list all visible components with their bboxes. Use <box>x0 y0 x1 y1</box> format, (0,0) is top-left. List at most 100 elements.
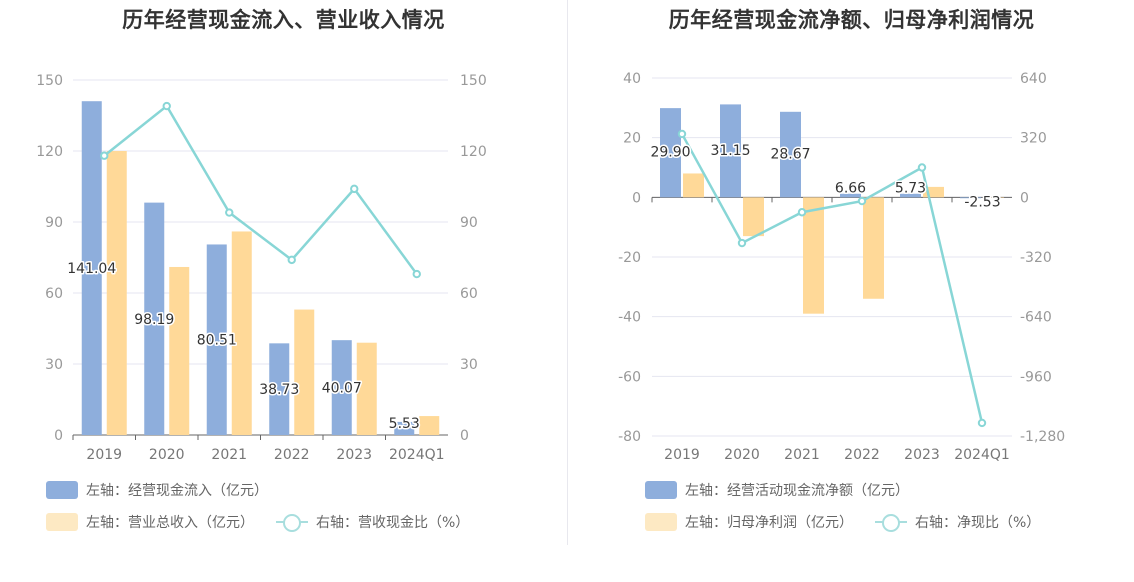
left-axis-tick-label: -40 <box>618 310 641 326</box>
ratio-line-point <box>797 208 807 217</box>
legend-swatch-net-profit[interactable] <box>645 513 677 531</box>
bar-secondary <box>683 173 704 198</box>
ratio-line-point <box>162 101 171 111</box>
category-tick-label: 2022 <box>844 447 880 463</box>
left-axis-tick-label: 40 <box>623 71 641 87</box>
ratio-line-point <box>917 163 927 172</box>
right-axis-tick-label: -1,280 <box>1020 429 1065 445</box>
category-tick-label: 2021 <box>211 447 247 463</box>
bar-data-label: 5.53 <box>389 416 420 432</box>
bar-data-label: 29.90 <box>650 145 690 161</box>
ratio-line-point <box>677 129 687 139</box>
left-chart-title: 历年经营现金流入、营业收入情况 <box>122 8 445 32</box>
right-axis-tick-label: 0 <box>1020 190 1029 206</box>
left-axis-tick-label: -20 <box>618 250 641 266</box>
panel-divider <box>567 0 568 545</box>
legend-label-net-cash-ratio[interactable]: 右轴：净现比（%） <box>915 515 1041 531</box>
legend-swatch-revenue[interactable] <box>46 513 78 531</box>
legend-label-revenue-cash-ratio[interactable]: 右轴：营收现金比（%） <box>316 515 470 531</box>
bar-secondary <box>983 197 1004 198</box>
left-chart-panel: 历年经营现金流入、营业收入情况 0 0 30 30 60 60 90 90 120 120 150 1… <box>36 8 487 533</box>
legend-swatch-cash-inflow[interactable] <box>46 481 78 499</box>
bar-primary <box>780 111 801 198</box>
right-chart-panel: 历年经营现金流净额、归母净利润情况 -80 -1,280 -60 -960 -40 -64… <box>569 0 1134 582</box>
bar-primary <box>840 193 861 198</box>
bar-primary <box>900 193 921 198</box>
right-axis-tick-label: 90 <box>460 215 478 231</box>
bar-primary <box>394 421 415 435</box>
ratio-line-point <box>287 255 296 265</box>
ratio-line-point <box>100 151 109 160</box>
right-chart-title: 历年经营现金流净额、归母净利润情况 <box>668 8 1035 32</box>
right-axis-tick-label: 60 <box>460 286 478 302</box>
bar-primary <box>144 202 165 435</box>
legend-swatch-net-cash-flow[interactable] <box>645 481 677 499</box>
right-axis-tick-label: 30 <box>460 357 478 373</box>
left-axis-tick-label: 20 <box>623 131 641 147</box>
bar-data-label: 80.51 <box>197 333 237 349</box>
bar-data-label: 40.07 <box>322 381 362 397</box>
bar-data-label: 31.15 <box>710 143 750 159</box>
bar-secondary <box>294 309 315 435</box>
left-axis-tick-label: -80 <box>618 429 641 445</box>
legend-line-icon-revenue-cash-ratio[interactable] <box>276 513 308 532</box>
ratio-line-point <box>350 184 359 194</box>
ratio-line-point <box>225 208 234 217</box>
category-tick-label: 2020 <box>149 447 185 463</box>
bar-primary <box>720 104 741 198</box>
right-axis-tick-label: 0 <box>460 428 469 444</box>
bar-primary <box>660 108 681 198</box>
legend-label-net-profit[interactable]: 左轴：归母净利润（亿元） <box>685 515 853 531</box>
right-axis-tick-label: 640 <box>1020 71 1047 87</box>
category-tick-label: 2020 <box>724 447 760 463</box>
bar-primary <box>206 244 227 435</box>
bar-secondary <box>356 342 377 435</box>
right-axis-tick-label: -640 <box>1020 310 1052 326</box>
left-legend-row-2: 左轴：营业总收入（亿元） 右轴：营收现金比（%） <box>46 511 469 533</box>
category-tick-label: 2022 <box>274 447 310 463</box>
left-axis-tick-label: 0 <box>54 428 63 444</box>
bar-data-label: 141.04 <box>67 261 116 277</box>
bar-secondary <box>923 186 944 198</box>
bar-secondary <box>743 197 764 237</box>
bar-secondary <box>419 416 440 435</box>
right-axis-tick-label: 120 <box>460 144 487 160</box>
left-axis-tick-label: 90 <box>45 215 63 231</box>
ratio-line <box>103 104 418 275</box>
bar-data-label: 38.73 <box>259 382 299 398</box>
left-axis-tick-label: 150 <box>36 73 63 89</box>
bar-data-label: 5.73 <box>895 180 926 196</box>
category-tick-label: 2024Q1 <box>389 447 445 463</box>
ratio-line <box>680 133 984 424</box>
legend-label-revenue[interactable]: 左轴：营业总收入（亿元） <box>86 515 254 531</box>
left-axis-tick-label: 60 <box>45 286 63 302</box>
bar-primary <box>269 343 290 435</box>
right-axis-tick-label: 320 <box>1020 131 1047 147</box>
bar-secondary <box>231 231 252 435</box>
bar-data-label: 98.19 <box>134 312 174 328</box>
bar-data-label: -2.53 <box>964 194 1000 210</box>
category-tick-label: 2023 <box>904 447 940 463</box>
legend-line-icon-net-cash-ratio[interactable] <box>875 513 907 532</box>
right-axis-tick-label: 150 <box>460 73 487 89</box>
ratio-line-point <box>977 418 987 428</box>
bar-secondary <box>106 151 127 435</box>
bar-data-label: 28.67 <box>770 147 810 163</box>
ratio-line-point <box>412 269 421 279</box>
left-axis-tick-label: -60 <box>618 369 641 385</box>
left-chart-svg: 0 0 30 30 60 60 90 90 120 120 150 150 2019 2020 2021 20… <box>36 73 487 463</box>
bar-secondary <box>169 266 190 435</box>
left-axis-tick-label: 30 <box>45 357 63 373</box>
bar-data-label: 6.66 <box>835 180 866 196</box>
legend-label-net-cash-flow[interactable]: 左轴：经营活动现金流净额（亿元） <box>685 483 909 499</box>
category-tick-label: 2019 <box>664 447 700 463</box>
legend-label-cash-inflow[interactable]: 左轴：经营现金流入（亿元） <box>86 483 268 499</box>
right-legend-row-1: 左轴：经营活动现金流净额（亿元） <box>645 479 909 501</box>
right-chart-svg: -80 -1,280 -60 -960 -40 -640 -20 -320 0 0 20 320 40 6… <box>618 71 1065 463</box>
right-legend-row-2: 左轴：归母净利润（亿元） 右轴：净现比（%） <box>645 511 1040 533</box>
category-tick-label: 2023 <box>336 447 372 463</box>
left-axis-tick-label: 120 <box>36 144 63 160</box>
category-tick-label: 2021 <box>784 447 820 463</box>
left-axis-tick-label: 0 <box>632 190 641 206</box>
left-legend-row-1: 左轴：经营现金流入（亿元） <box>46 479 268 501</box>
